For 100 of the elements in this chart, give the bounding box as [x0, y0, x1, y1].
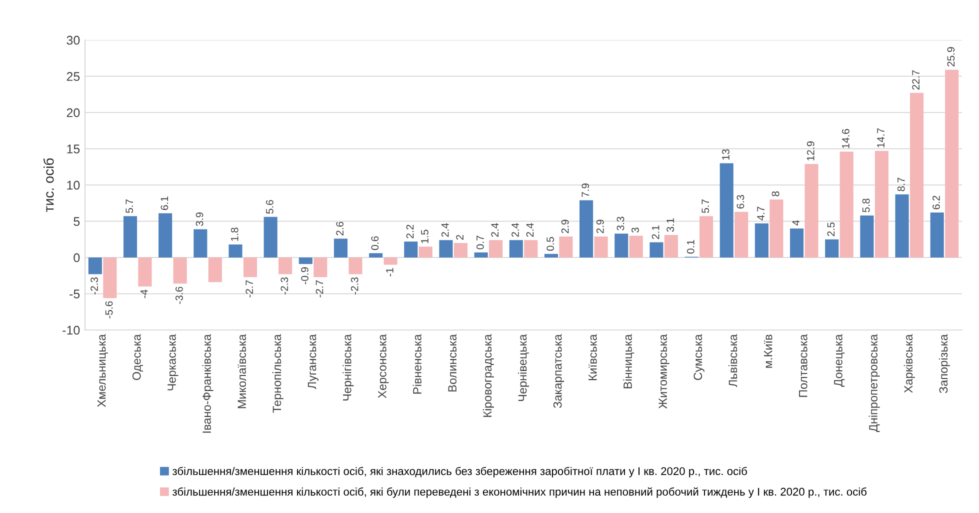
bar — [720, 163, 734, 258]
bar — [860, 215, 874, 258]
data-label: 5.7 — [702, 199, 710, 213]
data-label: -2.3 — [280, 277, 288, 294]
bar — [930, 212, 944, 258]
bar — [734, 212, 748, 258]
x-tick-label: Черкаська — [168, 334, 178, 390]
data-label: 7.9 — [582, 183, 590, 197]
bar — [614, 234, 628, 258]
data-label: 2 — [456, 234, 464, 240]
y-tick-label: 5 — [74, 217, 80, 226]
x-tick-label: Рівненська — [412, 334, 422, 394]
data-label: 6.3 — [736, 195, 744, 209]
bar — [559, 236, 573, 258]
bar — [524, 240, 538, 258]
x-tick-label: Житомирська — [658, 334, 670, 409]
x-tick-label: Херсонська — [378, 334, 389, 398]
x-tick-label: Чернігівська — [342, 334, 354, 400]
data-label: 6.2 — [932, 196, 940, 210]
bar — [945, 70, 959, 258]
data-label: 3.1 — [666, 218, 674, 232]
data-label: 8 — [772, 191, 780, 196]
data-label: 12.9 — [806, 141, 814, 160]
x-tick-label: м.Київ — [764, 334, 772, 368]
data-label: 5.7 — [126, 199, 134, 213]
x-tick-label: Закарпатська — [553, 334, 564, 408]
bar — [369, 253, 383, 258]
data-label: 2.1 — [652, 226, 660, 239]
x-tick-label: Київська — [588, 334, 597, 380]
data-label: 2.4 — [441, 223, 449, 237]
bar — [208, 258, 222, 282]
data-label: -2.7 — [316, 280, 324, 298]
data-label: 2.4 — [491, 223, 498, 237]
data-label: 2.9 — [561, 220, 569, 234]
data-label: 3.9 — [196, 212, 204, 226]
y-tick-label: 0 — [74, 253, 80, 262]
bar — [103, 258, 117, 298]
x-tick-label: Тернопільська — [272, 334, 284, 413]
bar — [278, 258, 292, 274]
bar — [594, 236, 608, 258]
bar — [629, 236, 643, 258]
data-label: 2.4 — [512, 223, 519, 237]
bar — [418, 246, 432, 258]
x-tick-label: Миколаївська — [238, 334, 246, 408]
bar — [348, 258, 362, 274]
bar — [454, 243, 468, 258]
data-label: 8.7 — [897, 178, 905, 192]
bar — [243, 258, 258, 278]
data-label: 1.5 — [421, 230, 428, 244]
data-label: -2.3 — [350, 277, 358, 294]
bar — [173, 258, 187, 284]
data-label: 5.8 — [862, 198, 870, 212]
bar — [158, 213, 172, 258]
bar — [194, 229, 208, 258]
data-label: 3.3 — [616, 216, 624, 230]
bar — [489, 240, 503, 258]
bar — [895, 194, 909, 258]
bar — [404, 242, 418, 258]
data-label: 14.7 — [877, 128, 884, 148]
x-tick-label: Львівська — [728, 334, 738, 388]
bar — [384, 258, 398, 265]
data-label: 22.7 — [912, 70, 920, 90]
data-label: 14.6 — [842, 129, 850, 148]
bar — [474, 252, 488, 258]
bar — [790, 228, 804, 258]
bar — [298, 258, 312, 264]
y-tick-label: 15 — [67, 144, 80, 154]
x-tick-label: Запорізька — [938, 334, 950, 394]
x-tick-label: Волинська — [448, 334, 457, 392]
data-label: -1 — [386, 268, 394, 276]
x-tick-label: Одеська — [132, 334, 144, 380]
x-tick-label: Харківська — [904, 334, 915, 393]
data-label: 2.2 — [406, 224, 414, 238]
bar — [825, 239, 839, 258]
bar — [874, 150, 888, 258]
bar — [754, 223, 768, 258]
data-label: 2.9 — [596, 220, 604, 234]
bar — [228, 244, 242, 258]
y-tick-label: 25 — [66, 72, 80, 81]
x-tick-label: Хмельницька — [97, 334, 108, 408]
bar — [123, 216, 138, 258]
bar — [544, 254, 558, 258]
data-label: 5.6 — [266, 200, 274, 214]
bar — [439, 240, 453, 258]
bar — [138, 258, 152, 286]
data-label: 4.7 — [757, 206, 764, 220]
data-label: 2.5 — [827, 222, 835, 236]
y-tick-label: 20 — [66, 108, 80, 118]
x-tick-label: Чернівецька — [518, 334, 530, 401]
data-label: -5.6 — [105, 301, 113, 318]
legend-label: збільшення/зменшення кількості осіб, які були переведені з економічних причин на неповний робочий тиждень у І кв. 2020 р., тис. осіб — [172, 487, 867, 498]
data-label: -2.3 — [90, 277, 98, 294]
data-label: -3.6 — [175, 286, 183, 304]
bar — [840, 152, 854, 258]
bar — [910, 92, 924, 258]
data-label: 0.7 — [476, 236, 484, 250]
bar — [334, 238, 348, 258]
bar — [770, 200, 784, 258]
data-label: 0.6 — [371, 236, 379, 250]
x-tick-label: Полтавська — [799, 334, 808, 397]
